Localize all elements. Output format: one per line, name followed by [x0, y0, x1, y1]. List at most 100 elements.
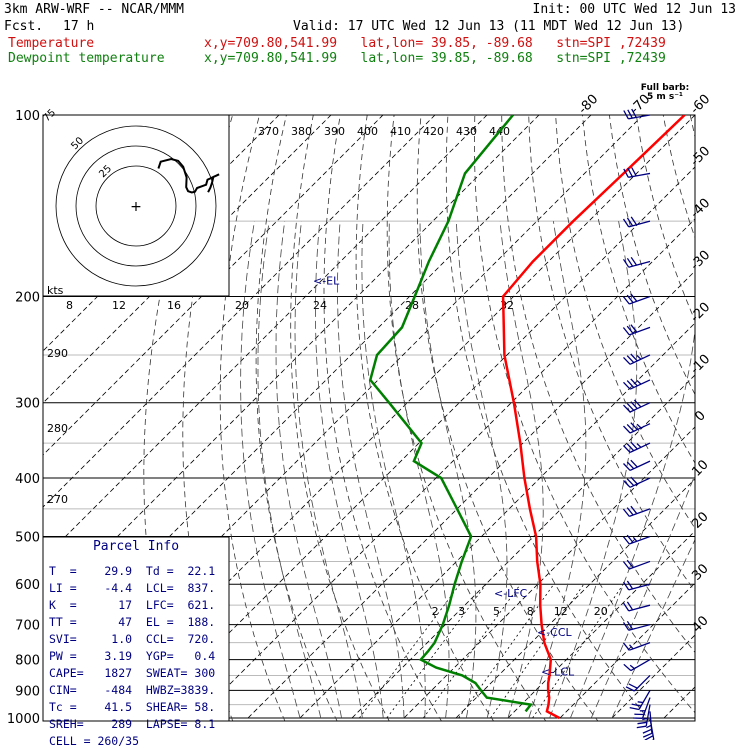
wind-barb: [624, 660, 650, 671]
mixing-ratio-label: 2: [432, 605, 439, 618]
moist-adiabat-line: [389, 221, 449, 718]
wind-barb: [624, 602, 651, 611]
isotherm-line: [560, 115, 740, 718]
theta-e-label: 390: [324, 125, 345, 138]
moist-adiabat-line: [529, 221, 586, 718]
temperature-line: [503, 115, 684, 718]
pressure-tick-label: 600: [15, 578, 40, 593]
wind-barbs: [623, 109, 653, 740]
wind-barb: [624, 423, 651, 433]
dry-adiabat-line: [717, 115, 740, 731]
wind-barb: [623, 643, 650, 651]
parcel-info-panel: Parcel Info T = 29.9 Td = 22.1 LI = -4.4…: [43, 537, 229, 730]
level-marker-lcl: <-LCL: [541, 665, 575, 678]
theta-e-label: 380: [291, 125, 312, 138]
temperature-tick-label: -80: [576, 92, 602, 118]
moist-adiabat-line: [295, 221, 362, 718]
parcel-row: SREH= 289 LAPSE= 8.1: [49, 717, 215, 731]
temperature-tick-label: 30: [689, 561, 711, 583]
dry-adiabat-line: [356, 115, 500, 731]
pressure-tick-label: 900: [15, 684, 40, 699]
parcel-row: T = 29.9 Td = 22.1: [49, 564, 215, 578]
temperature-tick-label: -40: [688, 196, 714, 222]
moist-adiabat-line: [276, 221, 342, 718]
dry-adiabat-line: [583, 115, 740, 731]
isotherm-line: [196, 115, 740, 718]
temperature-tick-label: -50: [688, 144, 714, 170]
theta-e-label: 370: [258, 125, 279, 138]
pressure-tick-label: 800: [15, 654, 40, 669]
temperature-tick-label: -30: [688, 248, 714, 274]
temperature-tick-label: -20: [688, 300, 714, 326]
theta-e-label: 410: [390, 125, 411, 138]
dry-adiabat-line: [417, 115, 605, 731]
full-barb-line2: 5 m s⁻¹: [637, 93, 693, 102]
theta-label: 270: [47, 493, 68, 506]
theta-e-label: 430: [456, 125, 477, 138]
dry-adiabat-line: [387, 115, 553, 731]
parcel-row: K = 17 LFC= 621.: [49, 598, 215, 612]
wind-barb: [624, 217, 651, 227]
isotherm-line: [248, 115, 740, 718]
wind-barb: [624, 442, 651, 452]
level-marker-el: <-EL: [313, 274, 340, 287]
parcel-row: PW = 3.19 YGP= 0.4: [49, 649, 215, 663]
wind-barb: [624, 257, 651, 267]
dry-adiabat-line: [636, 115, 740, 731]
parcel-row: CIN= -484 HWBZ=3839.: [49, 683, 215, 697]
full-barb-note: Full barb: 5 m s⁻¹: [637, 84, 693, 102]
dry-adiabat-line: [474, 115, 711, 731]
level-marker-lfc: <-LFC: [494, 587, 528, 600]
wind-barb: [623, 325, 650, 335]
wind-barb: [633, 698, 650, 719]
hodograph-speed-label: 12: [112, 299, 126, 312]
temperature-tick-label: 20: [689, 509, 711, 531]
parcel-row: TT = 47 EL = 188.: [49, 615, 215, 629]
temperature-tick-label: 40: [689, 613, 711, 635]
mixing-ratio-label: 12: [554, 605, 568, 618]
parcel-row: LI = -4.4 LCL= 837.: [49, 581, 215, 595]
pressure-tick-label: 1000: [7, 712, 40, 727]
moist-adiabat-line: [591, 221, 740, 718]
theta-e-label: 420: [423, 125, 444, 138]
parcel-row: Tc = 41.5 SHEAR= 58.: [49, 700, 215, 714]
mixing-ratio-line: [533, 584, 624, 718]
mixing-ratio-label: 20: [594, 605, 608, 618]
pressure-tick-label: 300: [15, 397, 40, 412]
moist-adiabat-line: [258, 221, 321, 718]
theta-e-label: 400: [357, 125, 378, 138]
hodograph-speed-label: 24: [313, 299, 327, 312]
mixing-ratio-line: [359, 584, 460, 718]
parcel-row: CAPE= 1827 SWEAT= 300: [49, 666, 215, 680]
mixing-ratio-label: 8: [527, 605, 534, 618]
mixing-ratio-label: 5: [493, 605, 500, 618]
hodograph-speed-label: 16: [167, 299, 181, 312]
moist-adiabat-line: [500, 221, 543, 718]
parcel-row: CELL = 260/35: [49, 734, 139, 748]
level-marker-ccl: <-CCL: [537, 626, 573, 639]
wind-barb: [624, 581, 651, 590]
hodograph-speed-label: 8: [66, 299, 73, 312]
parcel-info-title: Parcel Info: [43, 539, 229, 554]
dry-adiabat-line: [556, 115, 740, 731]
dewpoint-line: [370, 115, 531, 711]
moist-adiabat-line: [456, 221, 507, 718]
theta-label: 290: [47, 347, 68, 360]
dry-adiabat-line: [256, 115, 342, 731]
mixing-ratio-label: 3: [458, 605, 465, 618]
hodograph-center-mark: +: [130, 199, 142, 215]
hodograph-speed-label: 20: [235, 299, 249, 312]
dry-adiabat-line: [609, 115, 740, 731]
temperature-tick-label: -10: [688, 352, 714, 378]
wind-barb: [623, 506, 650, 516]
hodograph-units: kts: [47, 284, 64, 297]
moist-adiabat-line: [315, 221, 383, 718]
pressure-tick-label: 700: [15, 619, 40, 634]
wind-barb: [624, 400, 651, 412]
pressure-tick-label: 400: [15, 472, 40, 487]
pressure-tick-label: 500: [15, 530, 40, 545]
theta-label: 280: [47, 422, 68, 435]
wind-barb: [623, 294, 650, 304]
parcel-row: SVI= 1.0 CCL= 720.: [49, 632, 215, 646]
pressure-tick-label: 100: [15, 109, 40, 124]
